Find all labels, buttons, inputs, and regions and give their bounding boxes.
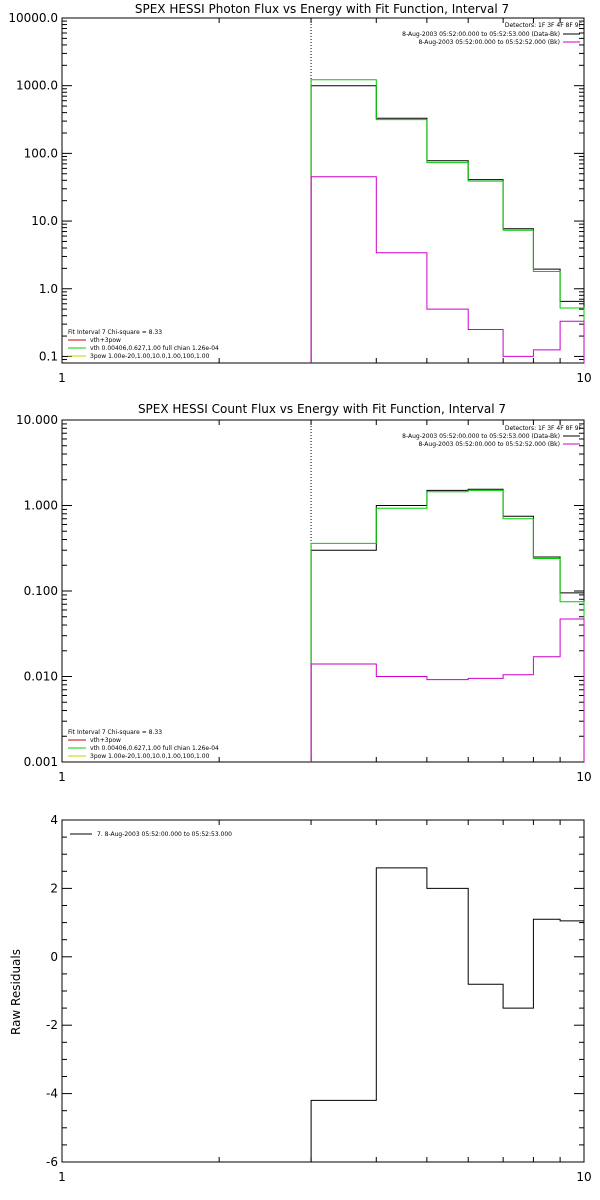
photon-fit-entry-1: vth+3pow xyxy=(90,337,121,344)
plot-frame xyxy=(61,819,585,1163)
series-background-line xyxy=(310,176,585,363)
count-detectors-label: Detectors: 1F 3F 4F 8F 9F xyxy=(505,425,583,432)
plot-frame xyxy=(61,17,585,364)
x-tick-label: 10 xyxy=(576,770,591,784)
count-flux-panel: SPEX HESSI Count Flux vs Energy with Fit… xyxy=(16,402,592,784)
y-tick-label: 4 xyxy=(50,813,58,827)
count-fit-entry-3: 3pow 1.00e-20,1.00,10.0,1.00,100,1.00 xyxy=(90,753,210,760)
y-tick-label: -2 xyxy=(46,1018,58,1032)
series-data-line xyxy=(310,488,585,762)
series-residuals-line xyxy=(310,867,584,1162)
y-tick-label: 0.100 xyxy=(24,584,58,598)
count-fit-entry-2: vth 0.00406,0.627,1.00 full chian 1.26e-… xyxy=(90,745,219,752)
residuals-panel: Raw Residuals 7. 8-Aug-2003 05:52:00.000… xyxy=(9,813,592,1184)
y-tick-label: 1.000 xyxy=(24,499,58,513)
y-tick-label: 0.010 xyxy=(24,670,58,684)
photon-legend-bk: 8-Aug-2003 05:52:00.000 to 05:52:52.000 … xyxy=(418,39,560,46)
y-tick-label: -6 xyxy=(46,1155,58,1169)
y-tick-label: 0.1 xyxy=(39,349,58,363)
series-background-line xyxy=(310,618,585,762)
y-tick-label: 2 xyxy=(50,881,58,895)
residuals-ylabel: Raw Residuals xyxy=(9,949,23,1035)
series-model-line xyxy=(310,489,585,762)
y-tick-label: 0 xyxy=(50,950,58,964)
photon-fit-entry-3: 3pow 1.00e-20,1.00,10.0,1.00,100,1.00 xyxy=(90,353,210,360)
x-tick-label: 1 xyxy=(58,770,66,784)
y-tick-label: 10.0 xyxy=(31,214,58,228)
photon-fit-header: Fit Interval 7 Chi-square = 8.33 xyxy=(68,329,162,336)
photon-legend-data: 8-Aug-2003 05:52:00.000 to 05:52:53.000 … xyxy=(402,31,560,38)
x-tick-label: 1 xyxy=(58,1170,66,1184)
y-tick-label: 1000.0 xyxy=(16,79,58,93)
y-tick-label: 100.0 xyxy=(24,146,58,160)
count-fit-header: Fit Interval 7 Chi-square = 8.33 xyxy=(68,729,162,736)
y-tick-label: 10.000 xyxy=(16,413,58,427)
y-tick-label: 1.0 xyxy=(39,282,58,296)
x-tick-label: 1 xyxy=(58,371,66,385)
photon-flux-title: SPEX HESSI Photon Flux vs Energy with Fi… xyxy=(135,2,509,16)
photon-fit-entry-2: vth 0.00406,0.627,1.00 full chian 1.26e-… xyxy=(90,345,219,352)
y-tick-label: 10000.0 xyxy=(8,11,58,25)
count-flux-title: SPEX HESSI Count Flux vs Energy with Fit… xyxy=(138,402,506,416)
x-tick-label: 10 xyxy=(576,371,591,385)
x-tick-label: 10 xyxy=(576,1170,591,1184)
count-fit-entry-1: vth+3pow xyxy=(90,737,121,744)
residuals-legend: 7. 8-Aug-2003 05:52:00.000 to 05:52:53.0… xyxy=(97,831,232,838)
y-tick-label: 0.001 xyxy=(24,755,58,769)
y-tick-label: -4 xyxy=(46,1087,58,1101)
photon-detectors-label: Detectors: 1F 3F 4F 8F 9F xyxy=(505,22,583,29)
count-legend-bk: 8-Aug-2003 05:52:00.000 to 05:52:52.000 … xyxy=(418,441,560,448)
count-legend-data: 8-Aug-2003 05:52:00.000 to 05:52:53.000 … xyxy=(402,433,560,440)
photon-flux-panel: SPEX HESSI Photon Flux vs Energy with Fi… xyxy=(8,2,591,385)
plot-frame xyxy=(61,419,585,763)
series-data-line xyxy=(310,85,585,363)
series-model-line xyxy=(310,79,585,363)
